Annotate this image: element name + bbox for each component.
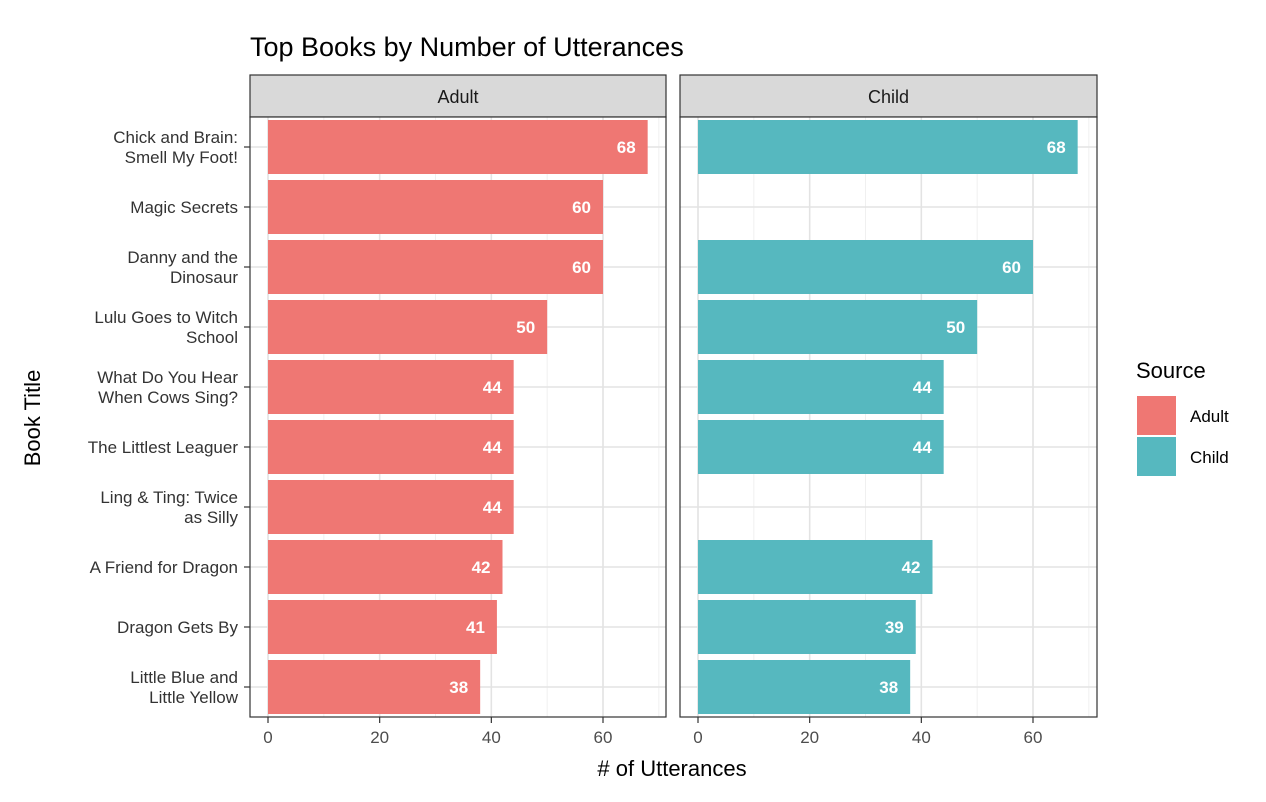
- facet-panels: Adult 68 60 60 50 44 44 44 42 41 38 0 20 40 60 Child 68 6…: [249, 74, 1098, 747]
- x-tick-label: 0: [263, 728, 272, 747]
- bar: [268, 300, 548, 354]
- x-tick-label: 60: [594, 728, 613, 747]
- bar-value-label: 44: [483, 498, 502, 517]
- category-label: Lulu Goes to Witch: [94, 308, 238, 327]
- category-labels: Chick and Brain:Smell My Foot! Magic Secr…: [88, 128, 250, 707]
- panel-border: [249, 116, 667, 718]
- bar-value-label: 68: [1047, 138, 1066, 157]
- legend: Source Adult Child: [1136, 358, 1229, 476]
- bar-value-label: 44: [483, 378, 502, 397]
- bar: [698, 600, 916, 654]
- bar: [268, 360, 514, 414]
- facet-strip-label: Child: [868, 87, 909, 107]
- bar-value-label: 50: [946, 318, 965, 337]
- bar: [698, 120, 1078, 174]
- category-label: Magic Secrets: [130, 198, 238, 217]
- bar-value-label: 42: [472, 558, 491, 577]
- category-label: Little Yellow: [149, 688, 239, 707]
- bar-value-label: 42: [902, 558, 921, 577]
- bar: [698, 300, 978, 354]
- bar-value-label: 68: [617, 138, 636, 157]
- x-axis-title: # of Utterances: [597, 756, 746, 781]
- bar: [268, 480, 514, 534]
- facet-strip-label: Adult: [437, 87, 478, 107]
- x-tick-label: 20: [370, 728, 389, 747]
- bar-value-label: 60: [1002, 258, 1021, 277]
- facet-strip: [249, 74, 667, 118]
- legend-label: Adult: [1190, 407, 1229, 426]
- category-label: School: [186, 328, 238, 347]
- bar-value-label: 60: [572, 258, 591, 277]
- facet-panel-child: Child 68 60 50 44 44 42 39 38 0 20 40 60: [679, 74, 1098, 747]
- bar: [698, 360, 944, 414]
- panel-border: [679, 116, 1098, 718]
- legend-label: Child: [1190, 448, 1229, 467]
- bar: [698, 660, 911, 714]
- bar: [698, 540, 933, 594]
- x-tick-label: 40: [482, 728, 501, 747]
- bar: [268, 660, 481, 714]
- category-label: Ling & Ting: Twice: [100, 488, 238, 507]
- facet-panel-adult: Adult 68 60 60 50 44 44 44 42 41 38 0 20 40 60: [249, 74, 667, 747]
- category-label: Danny and the: [127, 248, 238, 267]
- category-label: Dinosaur: [170, 268, 238, 287]
- x-tick-label: 20: [800, 728, 819, 747]
- category-label: A Friend for Dragon: [90, 558, 238, 577]
- bar-value-label: 39: [885, 618, 904, 637]
- category-label: Chick and Brain:: [113, 128, 238, 147]
- category-label: The Littlest Leaguer: [88, 438, 239, 457]
- legend-title: Source: [1136, 358, 1206, 383]
- category-label: Smell My Foot!: [125, 148, 238, 167]
- x-tick-label: 40: [912, 728, 931, 747]
- bar-value-label: 41: [466, 618, 485, 637]
- bar: [268, 600, 497, 654]
- category-label: Dragon Gets By: [117, 618, 238, 637]
- bar: [698, 420, 944, 474]
- legend-swatch: [1137, 396, 1176, 435]
- bar-value-label: 44: [913, 438, 932, 457]
- bar-value-label: 60: [572, 198, 591, 217]
- y-axis-title: Book Title: [20, 370, 45, 467]
- category-label: as Silly: [184, 508, 238, 527]
- bar: [268, 180, 603, 234]
- bar-value-label: 44: [913, 378, 932, 397]
- bar-value-label: 38: [879, 678, 898, 697]
- x-tick-label: 0: [693, 728, 702, 747]
- bar: [268, 540, 503, 594]
- bar-value-label: 44: [483, 438, 502, 457]
- bar-value-label: 38: [449, 678, 468, 697]
- bar: [268, 120, 648, 174]
- category-label: When Cows Sing?: [98, 388, 238, 407]
- bar: [268, 240, 603, 294]
- bar: [268, 420, 514, 474]
- category-label: Little Blue and: [130, 668, 238, 687]
- legend-swatch: [1137, 437, 1176, 476]
- chart-title: Top Books by Number of Utterances: [250, 32, 684, 62]
- category-label: What Do You Hear: [97, 368, 238, 387]
- bar: [698, 240, 1033, 294]
- bar-value-label: 50: [516, 318, 535, 337]
- x-tick-label: 60: [1024, 728, 1043, 747]
